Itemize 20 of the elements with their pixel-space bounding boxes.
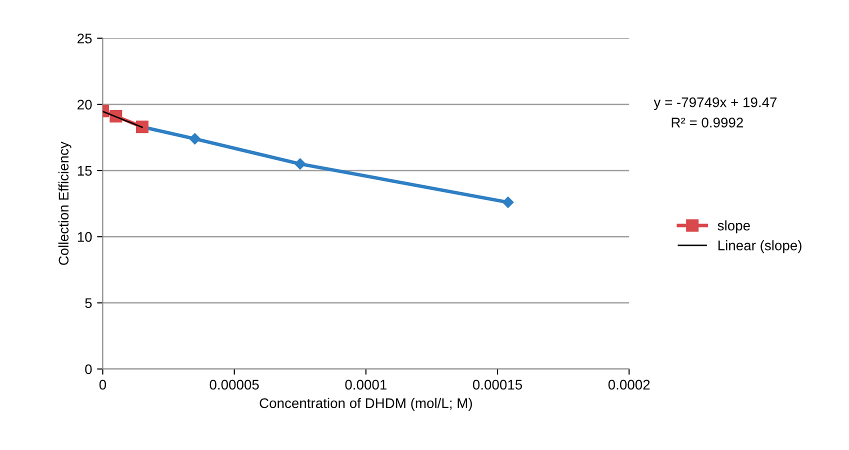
y-tick-label: 10 [78, 232, 92, 242]
x-axis-title: Concentration of DHDM (mol/L; M) [260, 398, 472, 411]
y-tick-label: 25 [78, 34, 92, 44]
y-axis-title: Collection Efficiency [58, 142, 72, 265]
point [502, 196, 514, 208]
y-tick-label: 15 [78, 166, 92, 176]
legend-label: slope [718, 220, 750, 234]
y-tick-label: 20 [78, 100, 92, 110]
point [294, 158, 306, 170]
text: R² = 0.9992 [672, 118, 743, 128]
x-tick-label: 0.00005 [210, 380, 259, 390]
x-tick-label: 0.0001 [345, 380, 386, 390]
legend-label: Linear (slope) [718, 240, 802, 254]
y-tick-label: 0 [85, 364, 92, 374]
point [189, 133, 200, 144]
x-tick-label: 0.0002 [608, 380, 650, 390]
x-tick-label: 0 [99, 380, 106, 390]
x-tick-label: 0.00015 [472, 380, 522, 390]
text: y = -79749x + 19.47 [654, 97, 777, 110]
y-tick-label: 5 [85, 298, 92, 308]
